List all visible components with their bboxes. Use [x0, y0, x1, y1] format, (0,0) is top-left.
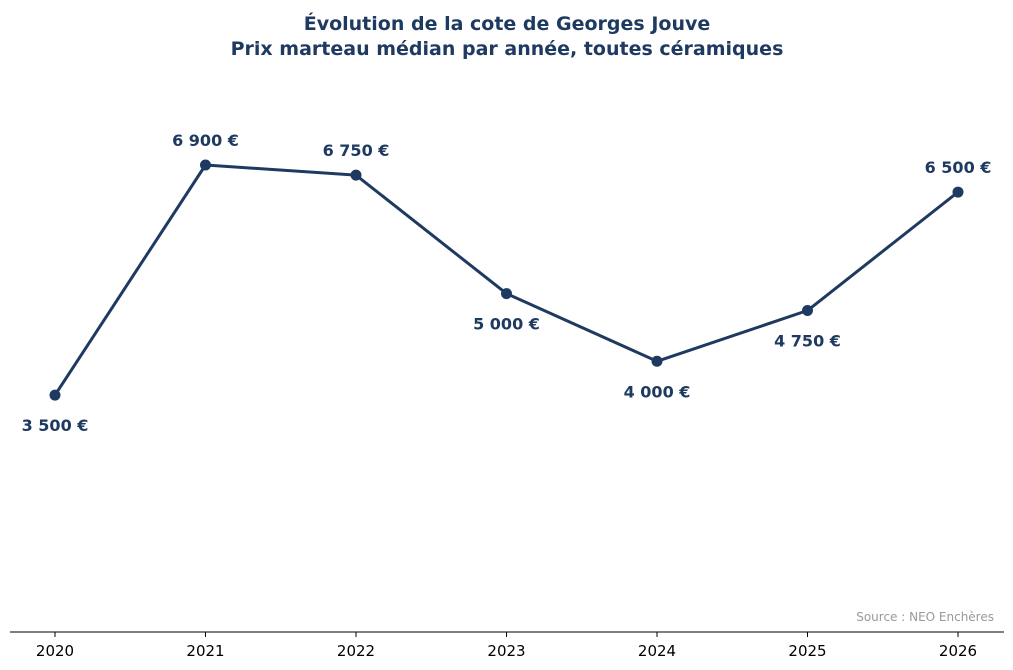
chart-subtitle: Prix marteau médian par année, toutes cé… — [231, 38, 784, 60]
data-label: 6 900 € — [172, 131, 239, 150]
x-tick-label: 2026 — [939, 642, 977, 660]
data-point — [200, 159, 211, 171]
series-line-layer — [53, 163, 959, 396]
x-tick-label: 2023 — [487, 642, 525, 660]
data-label: 6 750 € — [323, 141, 390, 160]
data-point — [802, 305, 813, 317]
data-label: 4 750 € — [774, 332, 841, 351]
series-line — [53, 163, 959, 396]
chart-title: Évolution de la cote de Georges Jouve — [304, 12, 711, 35]
data-label: 5 000 € — [473, 315, 540, 334]
data-point — [952, 186, 964, 198]
x-tick-label: 2025 — [788, 642, 826, 660]
data-point — [501, 288, 512, 300]
x-tick-label: 2022 — [337, 642, 375, 660]
data-label: 3 500 € — [22, 416, 89, 435]
x-tick-label: 2020 — [36, 642, 74, 660]
data-label: 4 000 € — [624, 382, 691, 401]
data-labels-layer: 3 500 € 6 900 € 6 750 € 5 000 € 4 000 € 4 750… — [22, 131, 992, 435]
data-point — [651, 355, 663, 367]
data-point — [350, 169, 362, 181]
x-axis-ticks: 2020 2021 2022 2023 2024 2025 2026 — [36, 632, 977, 660]
data-point — [49, 389, 61, 401]
x-tick-label: 2021 — [186, 642, 224, 660]
data-label: 6 500 € — [925, 158, 992, 177]
x-tick-label: 2024 — [638, 642, 676, 660]
data-points-layer — [49, 159, 964, 401]
source-note: Source : NEO Enchères — [856, 610, 994, 624]
